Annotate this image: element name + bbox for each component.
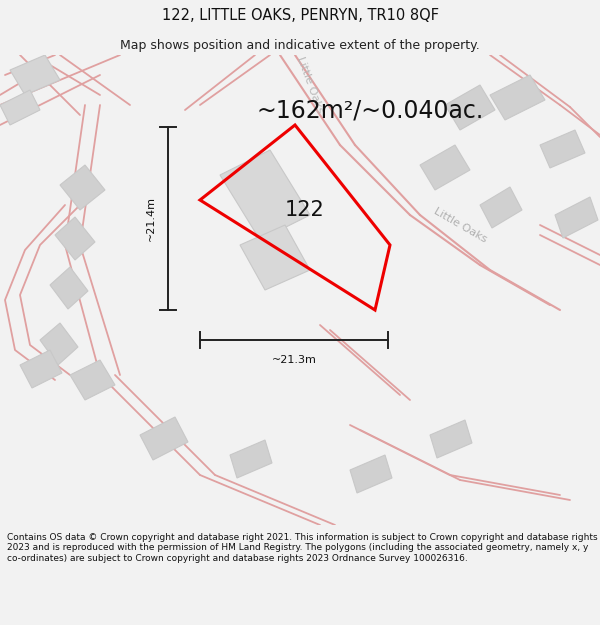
Polygon shape xyxy=(480,187,522,228)
Polygon shape xyxy=(70,360,115,400)
Polygon shape xyxy=(350,455,392,493)
Text: 122: 122 xyxy=(285,200,325,220)
Polygon shape xyxy=(230,440,272,478)
Polygon shape xyxy=(420,145,470,190)
Polygon shape xyxy=(40,323,78,365)
Polygon shape xyxy=(445,85,495,130)
Text: ~162m²/~0.040ac.: ~162m²/~0.040ac. xyxy=(256,98,484,122)
Polygon shape xyxy=(540,130,585,168)
Polygon shape xyxy=(55,217,95,260)
Text: ~21.4m: ~21.4m xyxy=(146,196,156,241)
Polygon shape xyxy=(60,165,105,210)
Text: Map shows position and indicative extent of the property.: Map shows position and indicative extent… xyxy=(120,39,480,52)
Polygon shape xyxy=(555,197,598,238)
Polygon shape xyxy=(240,225,310,290)
Text: Little Oaks: Little Oaks xyxy=(295,56,325,114)
Polygon shape xyxy=(220,150,310,240)
Text: ~21.3m: ~21.3m xyxy=(272,355,316,365)
Polygon shape xyxy=(140,417,188,460)
Text: Little Oaks: Little Oaks xyxy=(432,206,488,244)
Polygon shape xyxy=(430,420,472,458)
Polygon shape xyxy=(20,350,62,388)
Polygon shape xyxy=(50,267,88,309)
Polygon shape xyxy=(0,90,40,125)
Polygon shape xyxy=(490,75,545,120)
Polygon shape xyxy=(10,55,60,95)
Text: 122, LITTLE OAKS, PENRYN, TR10 8QF: 122, LITTLE OAKS, PENRYN, TR10 8QF xyxy=(161,8,439,23)
Text: Contains OS data © Crown copyright and database right 2021. This information is : Contains OS data © Crown copyright and d… xyxy=(7,533,598,562)
